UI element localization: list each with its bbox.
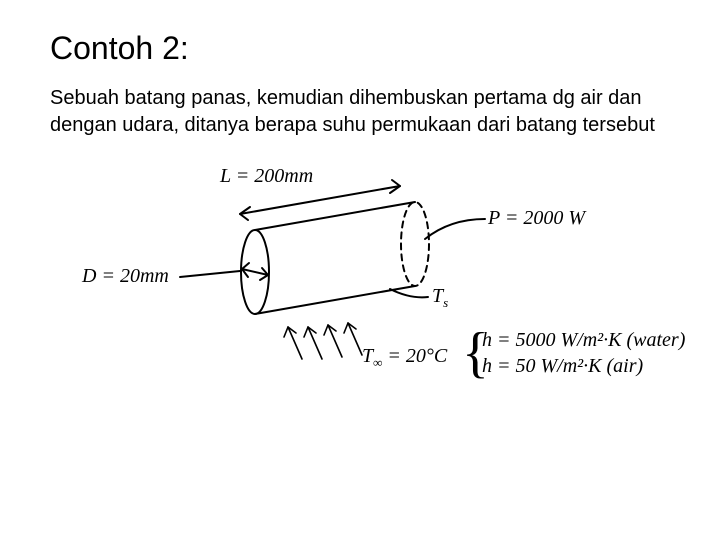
label-length: L = 200mm bbox=[220, 165, 313, 188]
problem-statement: Sebuah batang panas, kemudian dihembuska… bbox=[50, 85, 660, 139]
label-ambient-temp: T∞ = 20°C bbox=[362, 345, 447, 371]
label-tinf-sub: ∞ bbox=[373, 355, 382, 370]
label-h-water: h = 5000 W/m²·K (water) bbox=[482, 329, 685, 352]
label-h-air: h = 50 W/m²·K (air) bbox=[482, 355, 643, 378]
slide-page: Contoh 2: Sebuah batang panas, kemudian … bbox=[0, 0, 720, 540]
label-ts-sub: s bbox=[443, 295, 448, 310]
label-diameter: D = 20mm bbox=[82, 265, 169, 288]
label-power: P = 2000 W bbox=[488, 207, 585, 230]
slide-title: Contoh 2: bbox=[50, 30, 670, 67]
label-surface-temp: Ts bbox=[432, 285, 448, 311]
label-tinf-val: = 20°C bbox=[382, 345, 447, 367]
cylinder-diagram: L = 200mm D = 20mm P = 2000 W Ts T∞ = 20… bbox=[70, 169, 670, 409]
label-tinf-symbol: T bbox=[362, 345, 373, 367]
label-ts-symbol: T bbox=[432, 285, 443, 307]
